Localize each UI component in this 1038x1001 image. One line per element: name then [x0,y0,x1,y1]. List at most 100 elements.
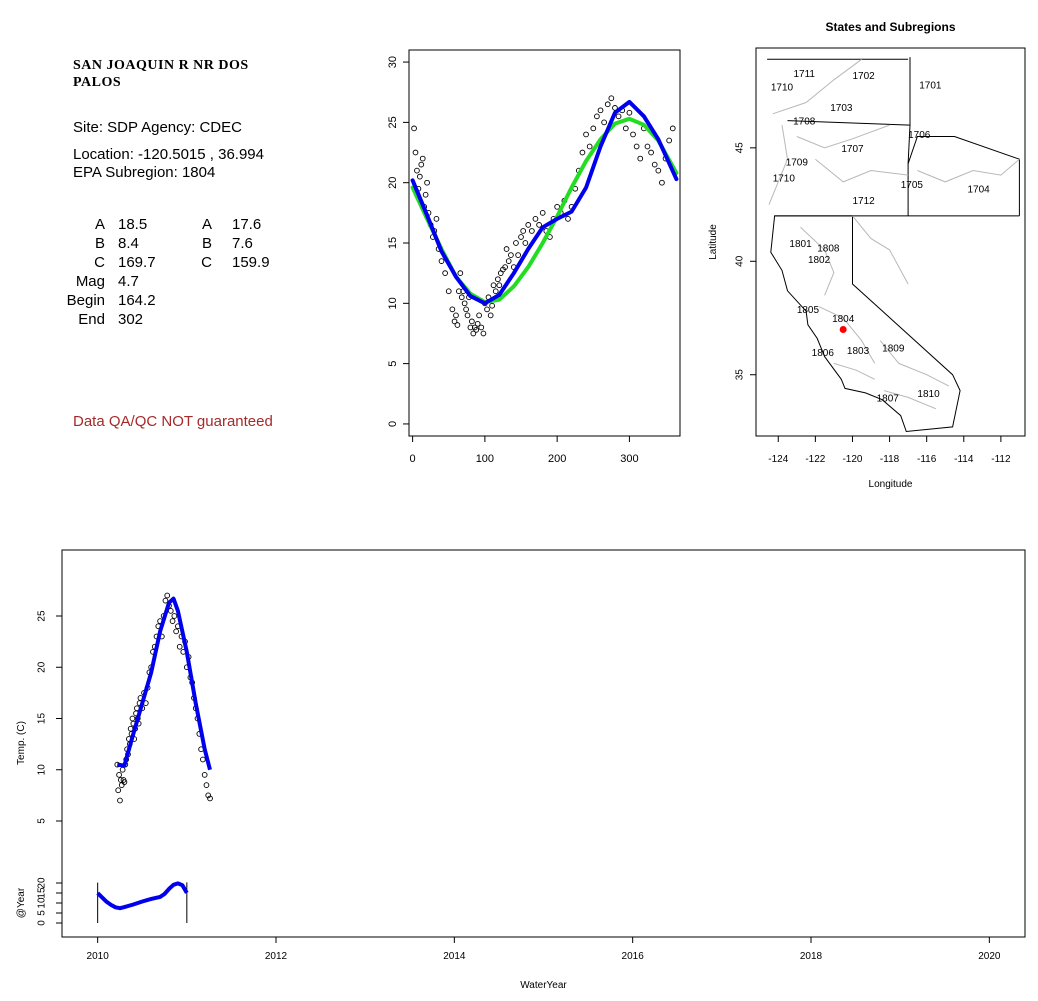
data-point [612,105,618,111]
data-point [141,690,147,696]
coef-label: A [94,216,105,233]
data-point [201,772,208,778]
data-point [117,777,124,783]
x-tick-label: 2014 [443,951,466,962]
data-point [482,300,488,307]
data-point [123,756,130,763]
data-point [487,312,494,319]
subregion-label: 1804 [832,314,855,325]
data-point [205,792,212,799]
data-point [586,143,593,150]
data-point [456,288,462,295]
data-point [445,288,452,295]
data-point [146,669,153,676]
data-point [473,327,480,333]
subregion-label: 1712 [852,196,875,207]
data-point [476,312,482,319]
coef-label: B [201,235,212,252]
subregion-boundary [815,158,909,183]
data-point [421,203,428,210]
y-tick-label: 30 [387,56,399,68]
data-point [191,695,197,701]
data-point [207,795,213,802]
data-point [153,633,160,640]
data-point [550,216,557,222]
data-point [425,209,432,216]
data-point [187,674,194,681]
subregion-boundary [879,340,950,387]
data-point [431,228,438,234]
data-point [662,155,669,162]
coef-value: 18.5 [118,216,148,233]
data-point [489,302,495,309]
data-point [120,777,127,783]
subregion-label: 1704 [967,185,990,196]
data-point [185,654,192,660]
coef-label: Mag [75,273,105,290]
x-tick-label: 2018 [800,951,823,962]
subregion-boundary [768,125,789,205]
y-tick-label: 15 [37,713,48,725]
x-tick-label: 300 [620,453,638,465]
data-point [474,320,481,327]
fit-line [410,99,679,306]
subregion-label: 1707 [841,144,864,155]
subregion-label: 1803 [847,346,870,357]
y-axis-label: Temp. (C) [16,721,27,765]
data-point [492,288,499,295]
data-point [532,216,539,222]
x-tick-label: 2016 [622,951,645,962]
data-point [460,288,467,295]
data-point [651,161,658,168]
fit-line [117,596,212,771]
subregion-label: 1807 [877,393,900,404]
data-point [176,643,183,650]
data-point [137,695,144,701]
data-point [490,282,497,289]
data-point [126,736,132,742]
data-point [515,252,521,258]
subregion-label: 1809 [882,344,905,355]
data-point [510,264,517,270]
y-tick-label: 15 [387,237,399,249]
subregion-line: EPA Subregion: 1804 [73,164,216,181]
state-border [907,136,1020,216]
coef-label: C [201,254,212,271]
data-point [666,137,673,144]
data-point [484,306,490,313]
data-point [180,649,187,655]
data-point [641,125,647,132]
state-border [787,120,911,216]
data-point [419,155,426,162]
data-point [442,270,448,277]
data-point [114,761,121,768]
data-point [513,240,519,246]
data-point [626,109,633,116]
x-axis-label: WaterYear [520,980,567,991]
data-point [155,623,162,630]
y-tick-label: 10 [37,764,48,776]
y-tick-label: 35 [735,369,746,381]
data-point [412,149,419,156]
subregion-label: 1705 [901,180,924,191]
data-point [129,715,136,722]
data-point [496,282,503,289]
data-point [590,125,597,132]
fit-line [410,116,679,305]
data-point [608,95,615,102]
data-point [117,797,123,804]
data-point [561,197,568,204]
coef-value: 164.2 [118,292,156,309]
data-point [648,149,654,156]
data-point [435,246,442,252]
data-point [463,306,469,313]
data-point [169,618,176,624]
y-tick-label: 5 [387,361,399,367]
y2-tick-label: 20 [37,877,48,889]
subregion-label: 1808 [817,244,840,255]
data-point [125,751,131,758]
california-border [770,215,961,433]
coef-label: Begin [66,292,105,309]
data-point [133,710,139,717]
y-tick-label: 40 [735,255,746,267]
